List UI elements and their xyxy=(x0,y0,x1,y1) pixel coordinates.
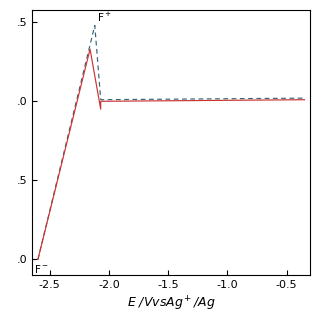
Text: F$^-$: F$^-$ xyxy=(34,262,49,275)
X-axis label: E /VvsAg$^+$/Ag: E /VvsAg$^+$/Ag xyxy=(127,294,215,313)
Text: F$^+$: F$^+$ xyxy=(97,11,112,24)
